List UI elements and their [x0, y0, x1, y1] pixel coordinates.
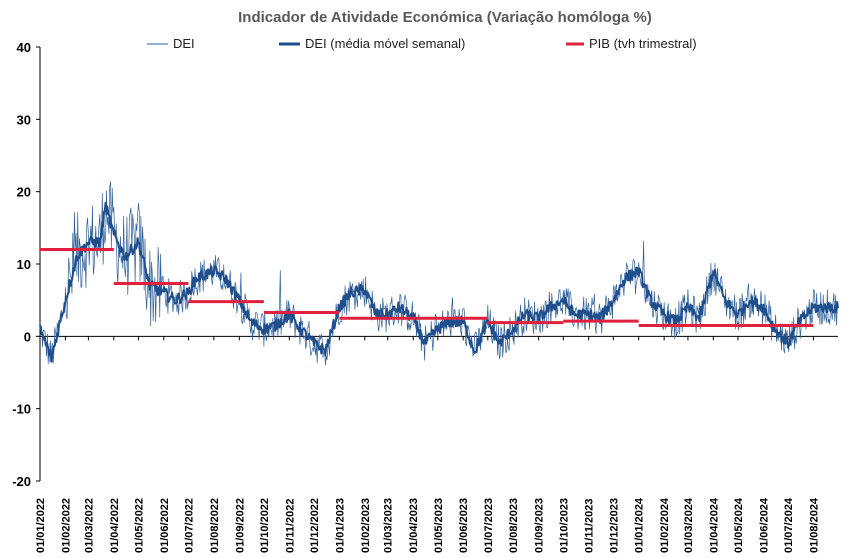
y-tick-label: 40 [17, 40, 31, 55]
x-tick-label: 01/08/2024 [808, 497, 820, 553]
legend-label-dei: DEI [173, 36, 195, 51]
x-tick-label: 01/09/2022 [234, 498, 246, 553]
legend-label-dei-ma: DEI (média móvel semanal) [305, 36, 465, 51]
x-tick-label: 01/10/2022 [259, 498, 271, 553]
legend-label-pib: PIB (tvh trimestral) [589, 36, 697, 51]
x-tick-label: 01/04/2022 [109, 498, 121, 553]
chart-title: Indicador de Atividade Económica (Variaç… [238, 9, 652, 26]
x-tick-label: 01/03/2024 [683, 497, 695, 553]
x-tick-label: 01/11/2022 [284, 499, 296, 553]
y-tick-label: -20 [12, 474, 31, 489]
x-tick-label: 01/05/2024 [733, 497, 745, 553]
x-tick-label: 01/11/2023 [584, 499, 596, 553]
x-tick-label: 01/12/2023 [608, 498, 620, 553]
x-axis: 01/01/2022 01/02/2022 01/03/2022 01/04/2022… [35, 335, 838, 553]
legend: DEI DEI (média móvel semanal) PIB (tvh t… [147, 36, 697, 51]
x-tick-label: 01/02/2023 [360, 498, 372, 553]
y-tick-label: 10 [17, 257, 31, 272]
x-tick-label: 01/06/2024 [758, 497, 770, 553]
x-tick-label: 01/04/2023 [408, 498, 420, 553]
x-tick-label: 01/01/2024 [634, 497, 646, 553]
x-tick-label: 01/10/2023 [558, 498, 570, 553]
x-tick-label: 01/06/2022 [159, 498, 171, 553]
x-tick-label: 01/01/2022 [35, 498, 47, 553]
x-tick-label: 01/12/2022 [309, 498, 321, 553]
y-tick-label: 20 [17, 185, 31, 200]
x-tick-label: 01/05/2023 [433, 498, 445, 553]
x-tick-label: 01/08/2023 [508, 498, 520, 553]
x-tick-label: 01/07/2022 [183, 498, 195, 553]
y-tick-label: 0 [24, 329, 31, 344]
x-tick-label: 01/06/2023 [458, 498, 470, 553]
x-tick-label: 01/05/2022 [133, 498, 145, 553]
series-dei-daily [39, 181, 839, 366]
x-tick-label: 01/01/2023 [334, 498, 346, 553]
x-tick-label: 01/07/2023 [483, 498, 495, 553]
y-axis: 40 30 20 10 0 -10 -20 [12, 40, 41, 489]
x-tick-label: 01/02/2024 [659, 497, 671, 553]
x-tick-label: 01/08/2022 [209, 498, 221, 553]
x-tick-label: 01/02/2022 [60, 498, 72, 553]
x-tick-label: 01/09/2023 [534, 498, 546, 553]
y-tick-label: -10 [12, 402, 31, 417]
x-tick-label: 01/03/2022 [83, 498, 95, 553]
series-dei-weekly-ma [39, 201, 839, 363]
x-tick-label: 01/07/2024 [783, 497, 795, 553]
x-tick-label: 01/03/2023 [383, 498, 395, 553]
x-tick-label: 01/04/2024 [708, 497, 720, 553]
y-tick-label: 30 [17, 112, 31, 127]
series-layer [39, 181, 839, 366]
